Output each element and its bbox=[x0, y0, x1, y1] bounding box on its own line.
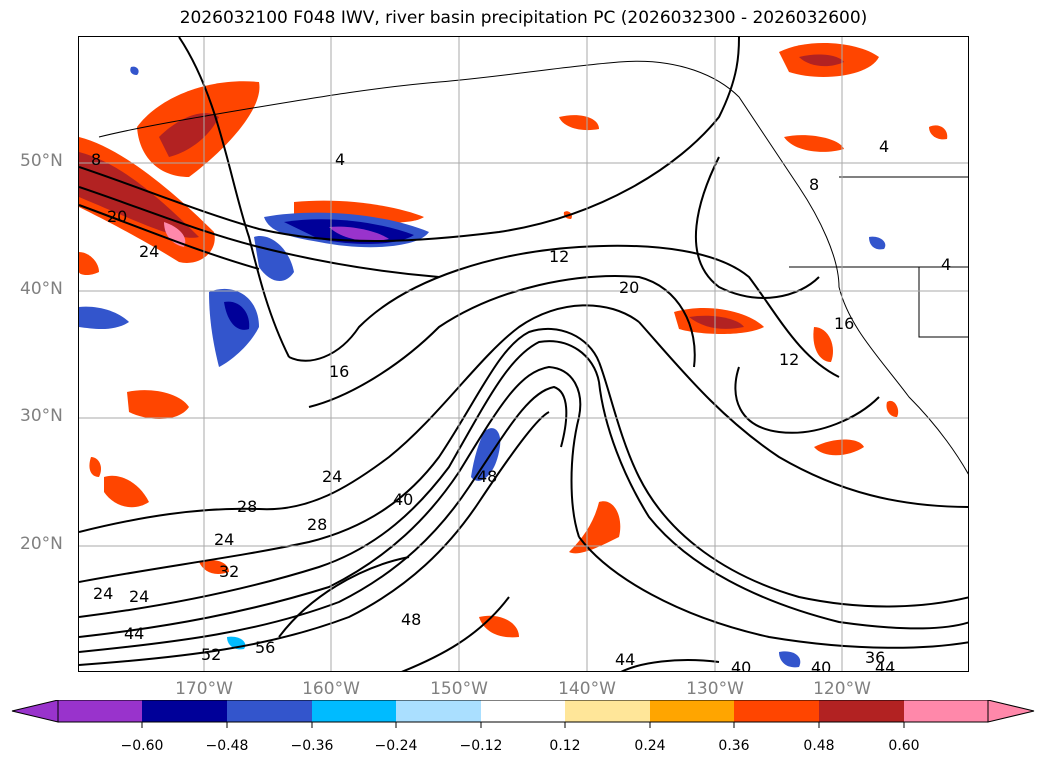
colorbar-cell bbox=[142, 700, 227, 722]
colorbar-tick: 0.12 bbox=[549, 738, 581, 754]
contour-label: 24 bbox=[139, 242, 159, 261]
colorbar-tick: −0.60 bbox=[120, 738, 164, 754]
contour-label: 32 bbox=[219, 562, 239, 581]
lat-label-20n: 20°N bbox=[20, 534, 63, 554]
lon-label-140w: 140°W bbox=[558, 679, 616, 699]
contour-label: 4 bbox=[335, 150, 345, 169]
contour-label: 56 bbox=[255, 638, 275, 657]
map-panel: 8 20 24 4 12 20 16 12 16 4 8 4 24 28 24 … bbox=[78, 36, 969, 672]
contour-label: 12 bbox=[549, 247, 569, 266]
colorbar-arrow-left bbox=[11, 700, 59, 723]
contour-label: 20 bbox=[107, 207, 127, 226]
contour-label: 8 bbox=[91, 150, 101, 169]
contour-label: 40 bbox=[731, 658, 751, 672]
contour-label: 24 bbox=[129, 587, 149, 606]
map-title: 2026032100 F048 IWV, river basin precipi… bbox=[179, 8, 868, 28]
contour-label: 24 bbox=[214, 530, 234, 549]
colorbar-cell bbox=[650, 700, 734, 722]
coastlines bbox=[98, 60, 968, 475]
contour-label: 24 bbox=[93, 584, 113, 603]
contour-label: 8 bbox=[809, 175, 819, 194]
contour-label: 40 bbox=[811, 658, 831, 672]
lon-label-160w: 160°W bbox=[302, 679, 360, 699]
map-canvas: 8 20 24 4 12 20 16 12 16 4 8 4 24 28 24 … bbox=[79, 37, 968, 672]
contour-label: 52 bbox=[201, 645, 221, 664]
colorbar-tick: −0.36 bbox=[290, 738, 334, 754]
colorbar-cell bbox=[58, 700, 142, 722]
contour-label: 20 bbox=[619, 278, 639, 297]
iwv-contours bbox=[79, 37, 968, 671]
contour-label: 44 bbox=[124, 624, 144, 643]
contour-label: 12 bbox=[779, 350, 799, 369]
contour-label: 28 bbox=[237, 497, 257, 516]
contour-label: 4 bbox=[879, 137, 889, 156]
colorbar-tick: 0.36 bbox=[718, 738, 750, 754]
colorbar-cell bbox=[734, 700, 819, 722]
colorbar-cell bbox=[481, 700, 565, 722]
lat-label-30n: 30°N bbox=[20, 406, 63, 426]
colorbar-tick: −0.48 bbox=[205, 738, 249, 754]
colorbar-cell bbox=[312, 700, 396, 722]
colorbar-tick: 0.48 bbox=[803, 738, 835, 754]
lat-label-50n: 50°N bbox=[20, 151, 63, 171]
contour-label: 48 bbox=[477, 467, 497, 486]
contour-label: 24 bbox=[322, 467, 342, 486]
precip-positive-areas bbox=[79, 42, 948, 638]
lat-label-40n: 40°N bbox=[20, 279, 63, 299]
colorbar-arrow-right bbox=[987, 700, 1035, 723]
colorbar-tick: −0.24 bbox=[374, 738, 418, 754]
colorbar-cell bbox=[904, 700, 988, 722]
colorbar bbox=[11, 700, 1035, 728]
graticule bbox=[79, 37, 968, 671]
contour-label: 28 bbox=[307, 515, 327, 534]
contour-labels: 8 20 24 4 12 20 16 12 16 4 8 4 24 28 24 … bbox=[91, 137, 951, 672]
colorbar-cell bbox=[396, 700, 481, 722]
contour-label: 16 bbox=[329, 362, 349, 381]
colorbar-tick: 0.60 bbox=[888, 738, 920, 754]
contour-label: 48 bbox=[401, 610, 421, 629]
contour-label: 44 bbox=[875, 658, 895, 672]
contour-label: 44 bbox=[615, 650, 635, 669]
lon-label-150w: 150°W bbox=[430, 679, 488, 699]
contour-label: 4 bbox=[941, 255, 951, 274]
contour-label: 16 bbox=[834, 314, 854, 333]
colorbar-tick: −0.12 bbox=[459, 738, 503, 754]
colorbar-cell bbox=[227, 700, 312, 722]
colorbar-cell bbox=[565, 700, 650, 722]
lon-label-130w: 130°W bbox=[686, 679, 744, 699]
colorbar-cell bbox=[819, 700, 904, 722]
lon-label-170w: 170°W bbox=[175, 679, 233, 699]
lon-label-120w: 120°W bbox=[813, 679, 871, 699]
colorbar-tick: 0.24 bbox=[634, 738, 666, 754]
contour-label: 40 bbox=[393, 490, 413, 509]
contour-label: 36 bbox=[865, 648, 885, 667]
